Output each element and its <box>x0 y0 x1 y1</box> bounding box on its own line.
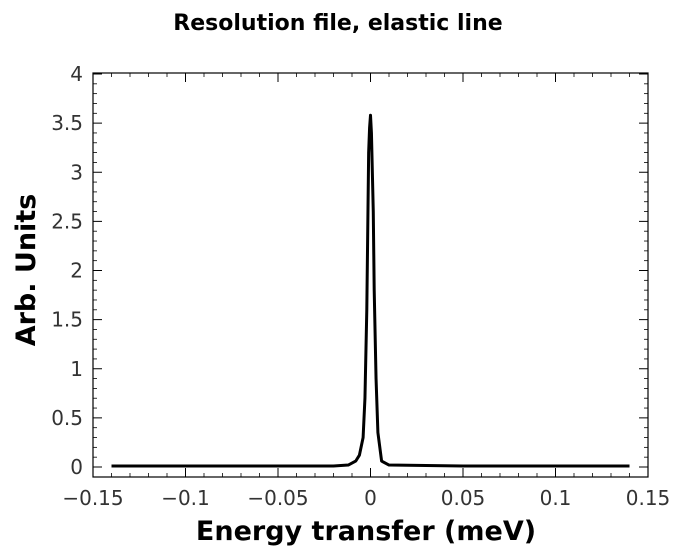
data-layer <box>111 113 630 468</box>
x-tick-label: 0.15 <box>626 486 671 510</box>
x-tick-label: −0.1 <box>161 486 210 510</box>
y-tick-label: 1.5 <box>51 308 83 332</box>
y-tick-label: 2.5 <box>51 209 83 233</box>
y-tick-label: 4 <box>70 62 83 86</box>
chart-title: Resolution file, elastic line <box>173 11 502 36</box>
plot-axes: 0 0.5 1 1.5 2 2.5 3 3.5 4 −0.15 −0.1 −0.05 0 0.05 0.1 0… <box>51 62 670 510</box>
y-tick-label: 0 <box>70 455 83 479</box>
x-tick-label: −0.15 <box>62 486 123 510</box>
y-axis-label: Arb. Units <box>11 194 42 347</box>
y-tick-label: 1 <box>70 357 83 381</box>
x-tick-label: 0 <box>364 486 377 510</box>
x-tick-label: −0.05 <box>247 486 308 510</box>
y-tick-label: 3 <box>70 160 83 184</box>
series-line <box>111 113 630 468</box>
y-tick-label: 2 <box>70 259 83 283</box>
y-tick-label: 3.5 <box>51 111 83 135</box>
x-tick-label: 0.1 <box>540 486 572 510</box>
x-tick-label: 0.05 <box>441 486 486 510</box>
y-tick-label: 0.5 <box>51 406 83 430</box>
x-axis-label: Energy transfer (meV) <box>196 516 536 547</box>
